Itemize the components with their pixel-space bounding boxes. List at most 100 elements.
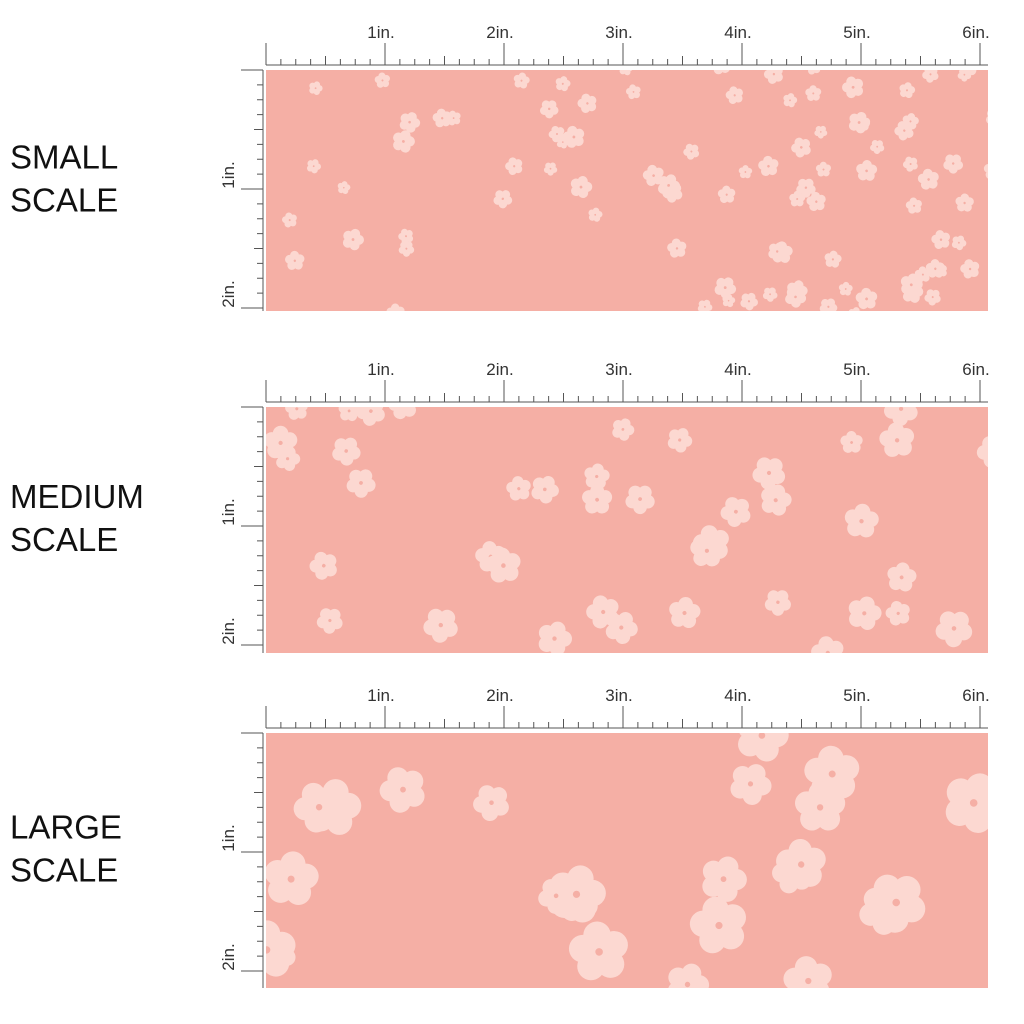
- flower: [894, 121, 914, 141]
- flower: [855, 287, 878, 310]
- flower: [844, 503, 879, 538]
- flower: [505, 157, 523, 175]
- flower: [568, 921, 628, 981]
- flower: [625, 485, 655, 515]
- flower: [931, 230, 951, 249]
- flower: [398, 241, 415, 257]
- flower: [338, 407, 360, 422]
- flower: [337, 181, 351, 194]
- ruler-label: 1in.: [367, 686, 394, 705]
- flower: [805, 85, 822, 101]
- flower: [702, 856, 747, 902]
- flower: [538, 879, 574, 914]
- flower: [785, 287, 807, 308]
- flower: [285, 250, 305, 270]
- flower: [316, 608, 343, 634]
- flower: [625, 84, 641, 100]
- flower: [423, 608, 458, 643]
- flower: [293, 782, 343, 833]
- flower: [768, 242, 787, 261]
- flower: [794, 781, 846, 831]
- flower: [960, 259, 980, 279]
- flower: [917, 168, 939, 190]
- flower: [577, 93, 597, 113]
- flower: [905, 197, 922, 214]
- flower: [899, 82, 916, 99]
- flower: [914, 266, 931, 283]
- ruler-label: 2in.: [219, 280, 238, 307]
- flower: [379, 767, 425, 813]
- flower: [642, 164, 664, 186]
- flower: [285, 407, 308, 420]
- flower: [884, 407, 918, 427]
- flower: [806, 191, 826, 212]
- ruler-label: 2in.: [486, 360, 513, 379]
- flower: [582, 484, 613, 514]
- flower: [805, 70, 821, 75]
- scale-label: SMALL: [10, 139, 118, 176]
- flower: [819, 298, 838, 311]
- flower: [943, 154, 964, 174]
- flower: [473, 785, 509, 822]
- flower: [690, 533, 724, 567]
- flower: [266, 851, 319, 905]
- ruler-label: 3in.: [605, 360, 632, 379]
- scale-label: SCALE: [10, 182, 118, 219]
- flower: [555, 76, 571, 92]
- flower: [870, 140, 885, 154]
- flower: [531, 476, 559, 504]
- flower: [543, 162, 558, 176]
- flower: [783, 956, 832, 988]
- flower: [976, 436, 988, 468]
- flower: [388, 407, 417, 420]
- flower: [306, 159, 321, 174]
- scale-label: MEDIUM: [10, 478, 144, 515]
- flower: [548, 125, 565, 143]
- flower: [282, 212, 297, 228]
- flower: [697, 299, 713, 311]
- flower: [730, 764, 772, 805]
- ruler-label: 4in.: [724, 360, 751, 379]
- ruler-label: 6in.: [962, 686, 989, 705]
- ruler-label: 3in.: [605, 23, 632, 42]
- flower: [986, 109, 988, 125]
- ruler-label: 5in.: [843, 686, 870, 705]
- flower: [713, 70, 730, 75]
- flower: [266, 920, 296, 977]
- flower: [556, 135, 570, 149]
- flower: [762, 287, 778, 302]
- flower: [885, 600, 910, 626]
- flower: [814, 125, 828, 139]
- flower: [432, 108, 452, 128]
- flower: [717, 185, 736, 203]
- scale-panel: MEDIUM SCALE 1in. 2in. 3in. 4in. 5in. 6in. 1in. 2…: [10, 360, 990, 653]
- flower: [815, 161, 832, 177]
- flower: [657, 174, 681, 197]
- flower: [667, 428, 693, 453]
- flower: [752, 457, 786, 490]
- flower: [667, 963, 710, 988]
- ruler-label: 1in.: [367, 23, 394, 42]
- flower: [738, 165, 753, 179]
- flower: [856, 160, 878, 181]
- flower: [720, 497, 751, 527]
- flower-pattern: [266, 407, 988, 653]
- flower: [758, 155, 779, 176]
- flower: [619, 70, 633, 76]
- flower: [276, 446, 301, 471]
- flower: [356, 407, 385, 426]
- flower: [612, 418, 635, 441]
- ruler-label: 1in.: [219, 824, 238, 851]
- flower: [386, 303, 405, 311]
- ruler-label: 1in.: [219, 498, 238, 525]
- flower: [539, 100, 559, 119]
- flower: [342, 228, 364, 251]
- flower: [842, 76, 864, 99]
- flower: [776, 838, 826, 888]
- flower: [848, 307, 863, 311]
- flower: [783, 93, 798, 108]
- flower: [309, 81, 323, 96]
- flower: [737, 733, 789, 762]
- flower: [922, 70, 939, 83]
